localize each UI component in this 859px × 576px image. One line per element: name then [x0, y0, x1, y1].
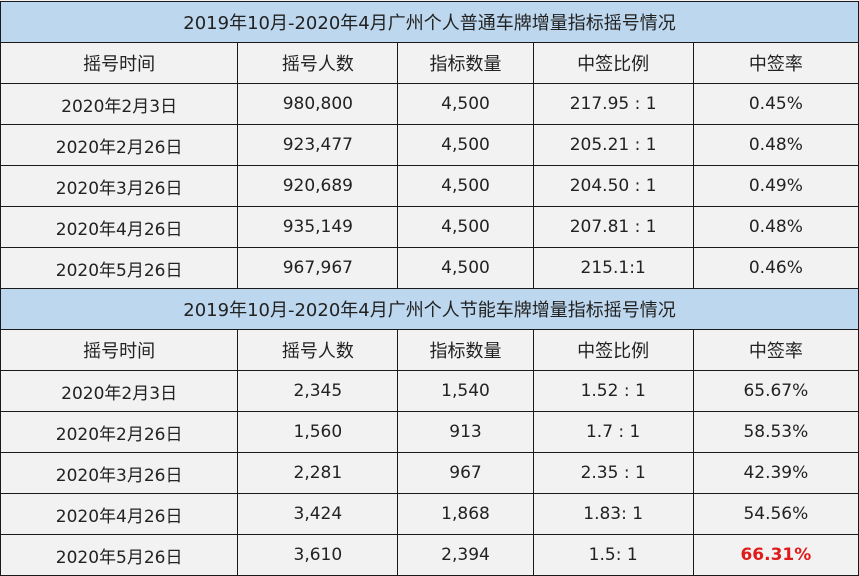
cell-odds-ratio: 207.81 : 1 [532, 206, 694, 248]
cell-applicants: 967,967 [237, 247, 399, 289]
cell-applicants: 3,424 [237, 493, 399, 535]
cell-odds-ratio: 217.95 : 1 [532, 83, 694, 125]
cell-applicants: 2,345 [237, 370, 399, 412]
table-title-row: 2019年10月-2020年4月广州个人普通车牌增量指标摇号情况 [0, 1, 859, 43]
header-draw-date: 摇号时间 [0, 329, 239, 371]
cell-draw-date: 2020年4月26日 [0, 206, 239, 248]
cell-applicants: 923,477 [237, 124, 399, 166]
cell-draw-date: 2020年5月26日 [0, 247, 239, 289]
cell-quota: 1,868 [397, 493, 534, 535]
cell-draw-date: 2020年3月26日 [0, 452, 239, 494]
header-win-rate: 中签率 [692, 329, 859, 371]
table-title-row: 2019年10月-2020年4月广州个人节能车牌增量指标摇号情况 [0, 288, 859, 330]
cell-win-rate-highlighted: 66.31% [692, 534, 859, 576]
cell-odds-ratio: 204.50 : 1 [532, 165, 694, 207]
cell-quota: 4,500 [397, 165, 534, 207]
cell-win-rate: 54.56% [692, 493, 859, 535]
table-row: 2020年2月3日 2,345 1,540 1.52 : 1 65.67% [0, 370, 859, 412]
header-quota: 指标数量 [397, 42, 534, 84]
table-row: 2020年5月26日 3,610 2,394 1.5: 1 66.31% [0, 534, 859, 576]
cell-quota: 913 [397, 411, 534, 453]
cell-odds-ratio: 215.1:1 [532, 247, 694, 289]
cell-draw-date: 2020年2月3日 [0, 370, 239, 412]
cell-applicants: 920,689 [237, 165, 399, 207]
cell-odds-ratio: 1.5: 1 [532, 534, 694, 576]
cell-applicants: 1,560 [237, 411, 399, 453]
table-row: 2020年3月26日 2,281 967 2.35 : 1 42.39% [0, 452, 859, 494]
cell-applicants: 2,281 [237, 452, 399, 494]
cell-applicants: 980,800 [237, 83, 399, 125]
cell-draw-date: 2020年5月26日 [0, 534, 239, 576]
energy-saving-plate-lottery-table: 2019年10月-2020年4月广州个人节能车牌增量指标摇号情况 摇号时间 摇号… [0, 288, 859, 576]
table-row: 2020年5月26日 967,967 4,500 215.1:1 0.46% [0, 247, 859, 289]
cell-quota: 4,500 [397, 206, 534, 248]
header-draw-date: 摇号时间 [0, 42, 239, 84]
cell-quota: 4,500 [397, 124, 534, 166]
table-row: 2020年2月3日 980,800 4,500 217.95 : 1 0.45% [0, 83, 859, 125]
column-header-row: 摇号时间 摇号人数 指标数量 中签比例 中签率 [0, 42, 859, 84]
cell-odds-ratio: 2.35 : 1 [532, 452, 694, 494]
cell-win-rate: 58.53% [692, 411, 859, 453]
header-quota: 指标数量 [397, 329, 534, 371]
cell-win-rate: 0.45% [692, 83, 859, 125]
cell-odds-ratio: 205.21 : 1 [532, 124, 694, 166]
cell-odds-ratio: 1.52 : 1 [532, 370, 694, 412]
cell-draw-date: 2020年2月26日 [0, 124, 239, 166]
cell-win-rate: 65.67% [692, 370, 859, 412]
cell-draw-date: 2020年3月26日 [0, 165, 239, 207]
cell-win-rate: 42.39% [692, 452, 859, 494]
cell-win-rate: 0.49% [692, 165, 859, 207]
header-applicants: 摇号人数 [237, 42, 399, 84]
column-header-row: 摇号时间 摇号人数 指标数量 中签比例 中签率 [0, 329, 859, 371]
cell-draw-date: 2020年2月26日 [0, 411, 239, 453]
cell-odds-ratio: 1.83: 1 [532, 493, 694, 535]
header-odds-ratio: 中签比例 [532, 42, 694, 84]
cell-win-rate: 0.48% [692, 124, 859, 166]
cell-quota: 2,394 [397, 534, 534, 576]
table-row: 2020年3月26日 920,689 4,500 204.50 : 1 0.49… [0, 165, 859, 207]
cell-quota: 4,500 [397, 83, 534, 125]
header-win-rate: 中签率 [692, 42, 859, 84]
header-applicants: 摇号人数 [237, 329, 399, 371]
regular-plate-lottery-table: 2019年10月-2020年4月广州个人普通车牌增量指标摇号情况 摇号时间 摇号… [0, 1, 859, 289]
cell-draw-date: 2020年2月3日 [0, 83, 239, 125]
table-title: 2019年10月-2020年4月广州个人普通车牌增量指标摇号情况 [0, 1, 859, 43]
cell-win-rate: 0.48% [692, 206, 859, 248]
table-title: 2019年10月-2020年4月广州个人节能车牌增量指标摇号情况 [0, 288, 859, 330]
cell-quota: 4,500 [397, 247, 534, 289]
cell-odds-ratio: 1.7 : 1 [532, 411, 694, 453]
table-row: 2020年2月26日 923,477 4,500 205.21 : 1 0.48… [0, 124, 859, 166]
cell-draw-date: 2020年4月26日 [0, 493, 239, 535]
table-row: 2020年4月26日 935,149 4,500 207.81 : 1 0.48… [0, 206, 859, 248]
header-odds-ratio: 中签比例 [532, 329, 694, 371]
cell-win-rate: 0.46% [692, 247, 859, 289]
cell-applicants: 935,149 [237, 206, 399, 248]
cell-quota: 967 [397, 452, 534, 494]
table-row: 2020年2月26日 1,560 913 1.7 : 1 58.53% [0, 411, 859, 453]
table-row: 2020年4月26日 3,424 1,868 1.83: 1 54.56% [0, 493, 859, 535]
cell-quota: 1,540 [397, 370, 534, 412]
cell-applicants: 3,610 [237, 534, 399, 576]
